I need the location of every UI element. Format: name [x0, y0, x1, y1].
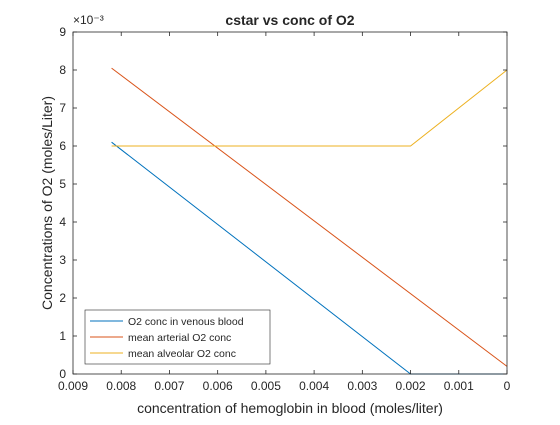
legend-label: mean arterial O2 conc — [128, 332, 231, 344]
chart-title: cstar vs conc of O2 — [225, 12, 354, 28]
y-axis-label: Concentrations of O2 (moles/Liter) — [39, 96, 55, 310]
x-tick-label: 0.008 — [106, 379, 136, 393]
x-tick-label: 0.003 — [347, 379, 377, 393]
x-tick-label: 0.006 — [203, 379, 233, 393]
x-tick-label: 0.005 — [251, 379, 281, 393]
legend-items: O2 conc in venous blood mean arterial O2 … — [90, 316, 244, 360]
y-tick-label: 9 — [59, 25, 66, 39]
y-tick-label: 6 — [59, 139, 66, 153]
y-tick-label: 8 — [59, 63, 66, 77]
y-tick-label: 3 — [59, 253, 66, 267]
legend-label: mean alveolar O2 conc — [128, 348, 236, 360]
series-line-2 — [111, 67, 508, 367]
x-tick-label: 0.004 — [299, 379, 329, 393]
legend: O2 conc in venous blood mean arterial O2 … — [84, 309, 271, 365]
plot-frame — [72, 31, 508, 375]
y-tick-label: 4 — [59, 215, 66, 229]
x-axis-ticks: 0.009 0.008 0.007 0.006 0.005 0.004 0.003 0.002… — [58, 32, 511, 393]
x-tick-label: 0 — [504, 379, 511, 393]
y-tick-label: 7 — [59, 101, 66, 115]
y-tick-label: 5 — [59, 177, 66, 191]
x-tick-label: 0.002 — [396, 379, 426, 393]
y-tick-label: 0 — [59, 367, 66, 381]
y-axis-ticks: 0 1 2 3 4 5 6 7 8 9 — [59, 25, 507, 381]
legend-label: O2 conc in venous blood — [128, 316, 244, 328]
x-tick-label: 0.001 — [444, 379, 474, 393]
series-line-3 — [111, 69, 508, 147]
y-tick-label: 1 — [59, 329, 66, 343]
x-tick-label: 0.007 — [154, 379, 184, 393]
y-axis-exponent-label: ×10⁻³ — [73, 13, 104, 27]
x-tick-label: 0.009 — [58, 379, 88, 393]
x-axis-label: concentration of hemoglobin in blood (mo… — [137, 400, 443, 416]
y-tick-label: 2 — [59, 291, 66, 305]
